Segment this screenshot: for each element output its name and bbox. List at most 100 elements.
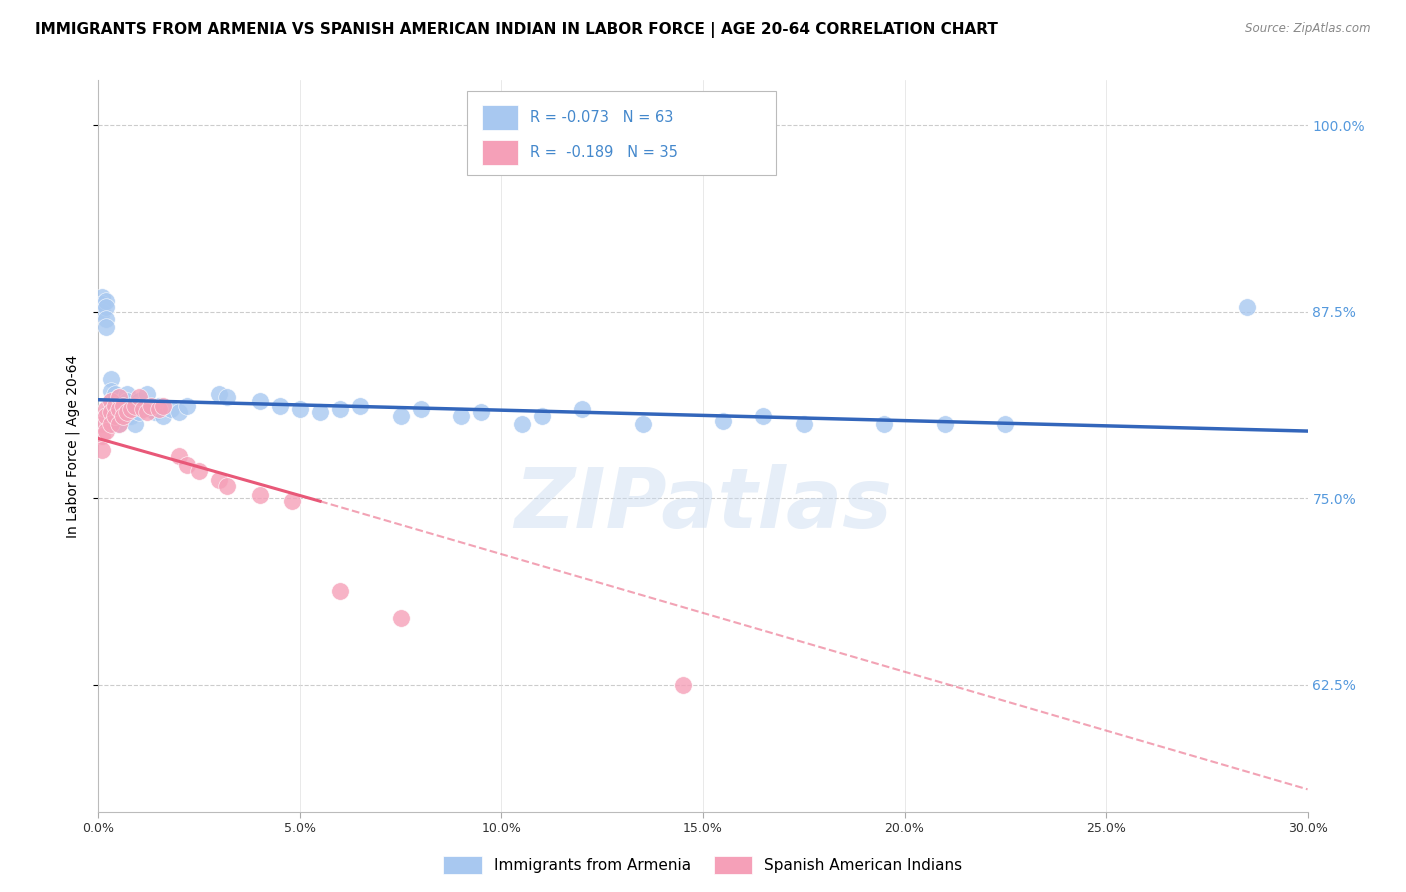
Point [100, 372, 122, 386]
Point [96, 401, 118, 416]
Point [96, 300, 118, 314]
Point [120, 409, 142, 424]
Point [91, 443, 114, 458]
Point [115, 386, 138, 401]
Point [349, 399, 371, 413]
Point [100, 417, 122, 431]
Point [793, 417, 815, 431]
Point [96, 312, 118, 326]
Point [91, 304, 114, 318]
Point [672, 678, 695, 692]
Point [160, 401, 183, 416]
Point [111, 394, 134, 409]
Point [450, 409, 472, 424]
Point [389, 610, 412, 624]
Point [217, 390, 239, 404]
Point [167, 450, 190, 464]
Point [91, 417, 114, 431]
Point [96, 424, 118, 438]
Point [167, 405, 190, 419]
Point [100, 394, 122, 409]
Point [249, 394, 271, 409]
Point [100, 394, 122, 409]
Text: Source: ZipAtlas.com: Source: ZipAtlas.com [1246, 22, 1371, 36]
Point [124, 399, 146, 413]
Point [752, 409, 775, 424]
Point [249, 488, 271, 502]
Point [128, 390, 150, 404]
Point [111, 399, 134, 413]
Point [631, 417, 654, 431]
Point [571, 401, 593, 416]
Bar [482, 105, 517, 130]
Point [148, 399, 170, 413]
Point [124, 401, 146, 416]
Point [329, 401, 352, 416]
Point [120, 399, 142, 413]
Point [269, 399, 291, 413]
Point [100, 405, 122, 419]
Point [120, 401, 142, 416]
Point [103, 399, 125, 413]
Point [107, 390, 129, 404]
Point [107, 401, 129, 416]
Point [107, 417, 129, 431]
Point [994, 417, 1017, 431]
Point [96, 319, 118, 334]
Point [91, 297, 114, 311]
Text: ZIPatlas: ZIPatlas [515, 464, 891, 545]
Point [91, 428, 114, 442]
Point [100, 401, 122, 416]
Point [132, 399, 155, 413]
Point [143, 405, 166, 419]
Point [107, 405, 129, 419]
Point [124, 417, 146, 431]
Point [934, 417, 956, 431]
Point [115, 394, 138, 409]
Point [111, 401, 134, 416]
Point [188, 464, 211, 478]
Text: IMMIGRANTS FROM ARMENIA VS SPANISH AMERICAN INDIAN IN LABOR FORCE | AGE 20-64 CO: IMMIGRANTS FROM ARMENIA VS SPANISH AMERI… [35, 22, 998, 38]
Point [135, 405, 157, 419]
Point [115, 405, 138, 419]
Point [115, 409, 138, 424]
Point [100, 384, 122, 398]
Point [148, 401, 170, 416]
Point [103, 386, 125, 401]
Point [389, 409, 412, 424]
Text: R =  -0.189   N = 35: R = -0.189 N = 35 [530, 145, 678, 161]
Point [409, 401, 432, 416]
Point [711, 414, 734, 428]
FancyBboxPatch shape [467, 91, 776, 176]
Point [1236, 300, 1258, 314]
Point [111, 409, 134, 424]
Point [208, 473, 231, 487]
Point [103, 399, 125, 413]
Point [91, 290, 114, 304]
Point [107, 390, 129, 404]
Point [217, 479, 239, 493]
Point [873, 417, 896, 431]
Point [288, 401, 311, 416]
Point [111, 409, 134, 424]
Point [530, 409, 553, 424]
Point [176, 399, 198, 413]
Point [96, 294, 118, 309]
Point [128, 405, 150, 419]
Point [139, 401, 162, 416]
Point [128, 394, 150, 409]
Point [103, 409, 125, 424]
Point [152, 399, 174, 413]
Point [135, 386, 157, 401]
Y-axis label: In Labor Force | Age 20-64: In Labor Force | Age 20-64 [65, 354, 80, 538]
Point [309, 405, 332, 419]
Point [176, 458, 198, 473]
Point [281, 494, 304, 508]
Point [510, 417, 533, 431]
Point [96, 409, 118, 424]
Point [139, 399, 162, 413]
Legend: Immigrants from Armenia, Spanish American Indians: Immigrants from Armenia, Spanish America… [437, 850, 969, 880]
Point [132, 401, 155, 416]
Point [100, 409, 122, 424]
Point [152, 409, 174, 424]
